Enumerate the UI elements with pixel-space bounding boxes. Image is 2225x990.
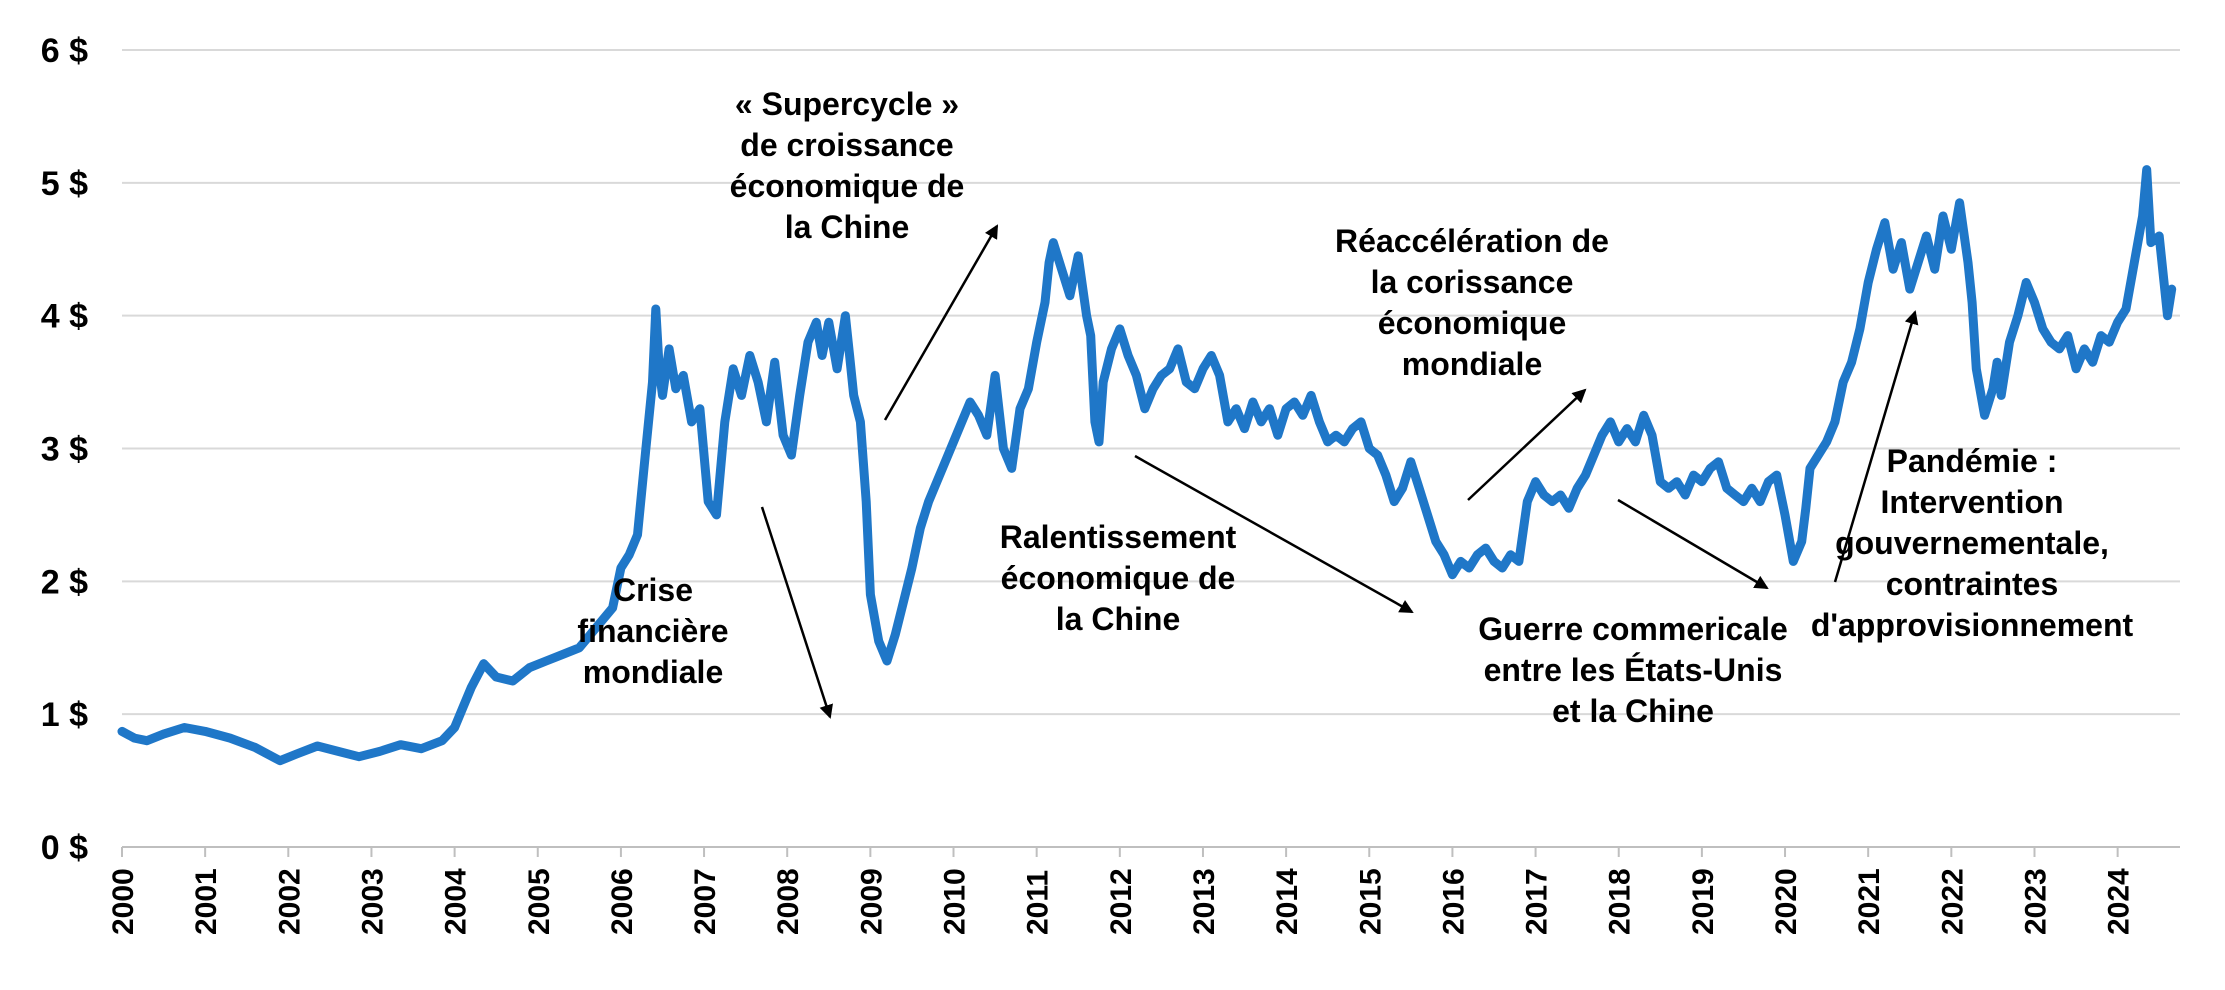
annotation-arrow bbox=[1833, 310, 1919, 583]
x-tick-label: 2017 bbox=[1521, 868, 1554, 935]
x-tick-label: 2021 bbox=[1853, 868, 1886, 935]
annotation-arrow bbox=[1467, 388, 1587, 501]
x-tick-label: 2015 bbox=[1354, 868, 1387, 935]
x-tick-label: 2010 bbox=[939, 868, 972, 935]
annotation: Ralentissement économique de la Chine bbox=[1000, 519, 1237, 637]
annotation-line: mondiale bbox=[1402, 346, 1542, 382]
annotation-line: de croissance bbox=[740, 127, 953, 163]
annotation-line: Ralentissement bbox=[1000, 519, 1237, 555]
annotation-line: la corissance bbox=[1371, 264, 1574, 300]
annotation-line: Crise bbox=[613, 572, 693, 608]
annotation-arrow bbox=[883, 224, 999, 421]
x-tick-label: 2022 bbox=[1936, 868, 1969, 935]
x-tick-label: 2020 bbox=[1770, 868, 1803, 935]
y-tick-label: 2 $ bbox=[41, 563, 88, 601]
annotation: Crise financière mondiale bbox=[577, 572, 728, 690]
annotation-arrow bbox=[760, 506, 833, 719]
gridlines bbox=[122, 49, 2180, 716]
x-tick-label: 2024 bbox=[2103, 868, 2136, 935]
annotation: « Supercycle » de croissance économique de… bbox=[730, 86, 965, 245]
x-tick-label: 2002 bbox=[273, 868, 306, 935]
annotation-line: économique de bbox=[1001, 560, 1236, 596]
x-tick-label: 2014 bbox=[1271, 868, 1304, 935]
x-tick-label: 2003 bbox=[356, 868, 389, 935]
annotation-line: Réaccélération de bbox=[1335, 223, 1609, 259]
annotation-line: financière bbox=[577, 613, 728, 649]
x-axis: 2000 2001 2002 2003 2004 2005 2006 2007 2008 2009… bbox=[107, 847, 2136, 935]
x-tick-label: 2011 bbox=[1022, 870, 1055, 935]
x-tick-label: 2008 bbox=[772, 868, 805, 935]
annotation-line: économique de bbox=[730, 168, 965, 204]
y-tick-label: 1 $ bbox=[41, 696, 88, 734]
y-tick-label: 4 $ bbox=[41, 298, 88, 336]
x-tick-label: 2001 bbox=[190, 868, 223, 935]
annotation-arrow bbox=[1134, 454, 1414, 614]
annotation-line: contraintes bbox=[1886, 566, 2058, 602]
annotation: Pandémie : Intervention gouvernementale, co… bbox=[1811, 443, 2134, 643]
x-tick-label: 2000 bbox=[107, 868, 140, 935]
annotation-line: Guerre commericale bbox=[1478, 611, 1788, 647]
annotation-line: Pandémie : bbox=[1887, 443, 2058, 479]
price-series-line bbox=[117, 165, 2177, 766]
y-tick-label: 0 $ bbox=[41, 829, 88, 867]
annotation-line: la Chine bbox=[1056, 601, 1180, 637]
annotation-arrow bbox=[1617, 498, 1769, 590]
annotation-line: « Supercycle » bbox=[735, 86, 959, 122]
x-tick-label: 2004 bbox=[440, 868, 473, 935]
annotations: « Supercycle » de croissance économique de… bbox=[577, 86, 2133, 729]
annotation-line: et la Chine bbox=[1552, 693, 1714, 729]
annotation-line: économique bbox=[1378, 305, 1566, 341]
annotation-arrows bbox=[760, 224, 1919, 719]
x-tick-label: 2012 bbox=[1105, 868, 1138, 935]
x-tick-label: 2016 bbox=[1437, 868, 1470, 935]
annotation-line: la Chine bbox=[785, 209, 909, 245]
annotation: Guerre commericale entre les États-Unis et… bbox=[1478, 611, 1788, 729]
x-tick-label: 2023 bbox=[2019, 868, 2052, 935]
x-tick-label: 2013 bbox=[1188, 868, 1221, 935]
y-tick-label: 6 $ bbox=[41, 32, 88, 70]
y-tick-label: 5 $ bbox=[41, 165, 88, 203]
annotation-line: d'approvisionnement bbox=[1811, 607, 2134, 643]
annotation-line: Intervention bbox=[1880, 484, 2063, 520]
x-tick-label: 2005 bbox=[523, 868, 556, 935]
y-tick-label: 3 $ bbox=[41, 431, 88, 469]
annotation-line: gouvernementale, bbox=[1835, 525, 2109, 561]
x-tick-label: 2009 bbox=[855, 868, 888, 935]
annotation: Réaccélération de la corissance économique… bbox=[1335, 223, 1609, 382]
x-tick-label: 2018 bbox=[1604, 868, 1637, 935]
x-tick-label: 2007 bbox=[689, 868, 722, 935]
annotation-line: mondiale bbox=[583, 654, 723, 690]
x-tick-label: 2006 bbox=[606, 868, 639, 935]
y-axis: 0 $ 1 $ 2 $ 3 $ 4 $ 5 $ 6 $ bbox=[41, 32, 88, 867]
annotation-line: entre les États-Unis bbox=[1484, 652, 1783, 688]
x-tick-label: 2019 bbox=[1687, 868, 1720, 935]
